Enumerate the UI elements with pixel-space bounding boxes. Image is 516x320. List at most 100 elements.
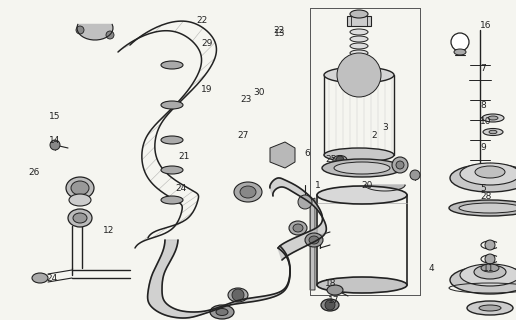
- Ellipse shape: [350, 10, 368, 18]
- Circle shape: [232, 289, 244, 301]
- Ellipse shape: [289, 221, 307, 235]
- Ellipse shape: [66, 177, 94, 199]
- Text: 15: 15: [49, 112, 60, 121]
- Ellipse shape: [460, 163, 516, 185]
- Ellipse shape: [293, 224, 303, 232]
- Ellipse shape: [450, 266, 516, 294]
- Text: 23: 23: [240, 95, 251, 104]
- Ellipse shape: [454, 49, 466, 55]
- Text: 19: 19: [201, 85, 213, 94]
- Text: 13: 13: [273, 29, 285, 38]
- Text: 1: 1: [315, 181, 320, 190]
- Circle shape: [106, 31, 114, 39]
- Ellipse shape: [483, 129, 503, 135]
- Circle shape: [392, 157, 408, 173]
- Polygon shape: [270, 178, 326, 260]
- Ellipse shape: [69, 194, 91, 206]
- Text: 6: 6: [304, 149, 310, 158]
- Ellipse shape: [450, 164, 516, 192]
- Polygon shape: [270, 142, 295, 168]
- Ellipse shape: [333, 156, 347, 164]
- Ellipse shape: [161, 166, 183, 174]
- Circle shape: [336, 156, 344, 164]
- Circle shape: [298, 195, 312, 209]
- Circle shape: [451, 33, 469, 51]
- Circle shape: [325, 300, 335, 310]
- Ellipse shape: [467, 301, 513, 315]
- Text: 21: 21: [178, 152, 189, 161]
- Text: 12: 12: [103, 226, 115, 235]
- Ellipse shape: [350, 57, 368, 63]
- Text: 27: 27: [237, 132, 249, 140]
- Circle shape: [337, 53, 381, 97]
- Ellipse shape: [309, 236, 319, 244]
- Text: 10: 10: [480, 117, 491, 126]
- Ellipse shape: [334, 162, 390, 174]
- Polygon shape: [148, 240, 290, 318]
- Text: 24: 24: [46, 274, 58, 283]
- Ellipse shape: [321, 299, 339, 311]
- Ellipse shape: [474, 265, 506, 279]
- Ellipse shape: [350, 36, 368, 42]
- Text: 14: 14: [49, 136, 60, 145]
- Text: 22: 22: [273, 26, 285, 35]
- Circle shape: [485, 240, 495, 250]
- Ellipse shape: [317, 186, 407, 204]
- Text: 9: 9: [480, 143, 486, 152]
- Ellipse shape: [460, 264, 516, 286]
- Ellipse shape: [317, 277, 407, 293]
- Circle shape: [485, 268, 495, 278]
- Ellipse shape: [322, 159, 402, 177]
- Ellipse shape: [234, 182, 262, 202]
- Ellipse shape: [327, 285, 343, 295]
- Ellipse shape: [350, 43, 368, 49]
- Ellipse shape: [488, 116, 498, 120]
- Text: 29: 29: [201, 39, 213, 48]
- Ellipse shape: [479, 305, 501, 311]
- Ellipse shape: [489, 130, 497, 134]
- Circle shape: [396, 161, 404, 169]
- Text: 30: 30: [253, 88, 264, 97]
- Ellipse shape: [210, 305, 234, 319]
- Ellipse shape: [482, 114, 504, 122]
- Ellipse shape: [228, 288, 248, 302]
- Circle shape: [485, 254, 495, 264]
- Text: 8: 8: [480, 101, 486, 110]
- Ellipse shape: [240, 186, 256, 198]
- Text: 16: 16: [480, 21, 491, 30]
- Ellipse shape: [324, 67, 394, 83]
- Ellipse shape: [216, 308, 228, 316]
- Text: 24: 24: [175, 184, 187, 193]
- Ellipse shape: [68, 209, 92, 227]
- Ellipse shape: [73, 213, 87, 223]
- Text: 11: 11: [482, 264, 494, 273]
- Text: 2: 2: [372, 132, 377, 140]
- Circle shape: [76, 26, 84, 34]
- Ellipse shape: [459, 203, 516, 213]
- Ellipse shape: [71, 181, 89, 195]
- Text: 18: 18: [325, 279, 336, 288]
- Ellipse shape: [449, 200, 516, 216]
- Text: 22: 22: [196, 16, 207, 25]
- Ellipse shape: [475, 166, 505, 178]
- Text: 4: 4: [428, 264, 434, 273]
- Ellipse shape: [161, 61, 183, 69]
- Text: 3: 3: [382, 124, 388, 132]
- Ellipse shape: [161, 101, 183, 109]
- Circle shape: [50, 140, 60, 150]
- Circle shape: [410, 170, 420, 180]
- Bar: [347, 16, 371, 26]
- Ellipse shape: [161, 196, 183, 204]
- Ellipse shape: [350, 50, 368, 56]
- Ellipse shape: [324, 148, 394, 162]
- Ellipse shape: [350, 64, 368, 70]
- Text: 25: 25: [325, 156, 336, 164]
- Polygon shape: [365, 185, 405, 191]
- Polygon shape: [77, 24, 113, 40]
- Ellipse shape: [481, 264, 499, 272]
- Polygon shape: [310, 198, 315, 290]
- Text: 26: 26: [28, 168, 40, 177]
- Ellipse shape: [32, 273, 48, 283]
- Ellipse shape: [161, 136, 183, 144]
- Text: 7: 7: [480, 64, 486, 73]
